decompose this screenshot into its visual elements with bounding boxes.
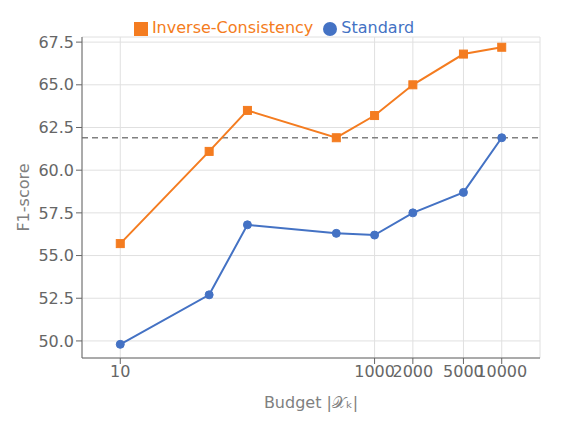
svg-text:57.5: 57.5 — [38, 204, 74, 223]
svg-text:67.5: 67.5 — [38, 33, 74, 52]
html-text:Inverse-Consistency: Inverse-Consistency — [151, 18, 314, 37]
svg-text:52.5: 52.5 — [38, 289, 74, 308]
svg-text:1000: 1000 — [354, 362, 395, 381]
svg-text:62.5: 62.5 — [38, 118, 74, 137]
html-text:Standard: Standard — [341, 18, 415, 37]
svg-text:65.0: 65.0 — [38, 75, 74, 94]
svg-text:60.0: 60.0 — [38, 161, 74, 180]
svg-text:10000: 10000 — [476, 362, 527, 381]
svg-text:55.0: 55.0 — [38, 246, 74, 265]
svg-text:F1-score: F1-score — [14, 163, 33, 231]
svg-text:2000: 2000 — [392, 362, 433, 381]
svg-text:10: 10 — [110, 362, 130, 381]
svg-text:Budget |𝒳ₖ|: Budget |𝒳ₖ| — [264, 393, 358, 412]
svg-text:5000: 5000 — [443, 362, 484, 382]
svg-text:50.0: 50.0 — [38, 332, 74, 351]
